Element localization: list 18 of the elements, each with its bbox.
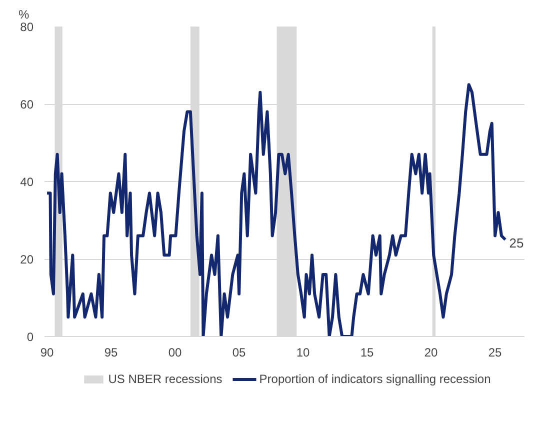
x-tick-label: 25 xyxy=(488,346,502,360)
x-tick-label: 15 xyxy=(360,346,374,360)
x-tick-label: 20 xyxy=(424,346,438,360)
x-tick-label: 05 xyxy=(232,346,246,360)
y-tick-label: 40 xyxy=(20,175,34,189)
y-tick-label: 60 xyxy=(20,98,34,112)
y-tick-label: 0 xyxy=(26,330,34,344)
line-series xyxy=(46,83,507,336)
x-tick-label: 00 xyxy=(168,346,182,360)
annotation: 25 xyxy=(509,236,524,251)
x-tick-label: 95 xyxy=(104,346,118,360)
x-tick-label: 10 xyxy=(296,346,310,360)
legend-label: Proportion of indicators signalling recession xyxy=(259,372,491,386)
x-tick-label: 90 xyxy=(40,346,54,360)
y-axis-title: % xyxy=(18,8,30,22)
y-tick-label: 80 xyxy=(20,20,34,34)
y-tick-label: 20 xyxy=(20,252,34,266)
legend-label: US NBER recessions xyxy=(108,372,222,386)
